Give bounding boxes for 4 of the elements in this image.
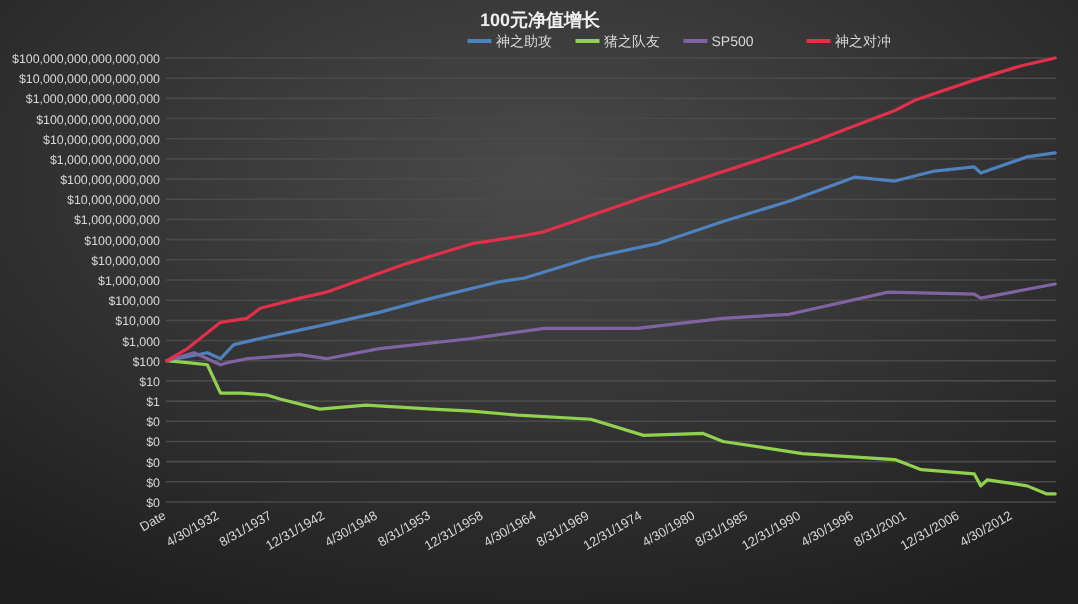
chart-title: 100元净值增长: [479, 10, 602, 30]
line-series: [165, 56, 1057, 363]
line-series: [165, 359, 1057, 496]
line-series: [165, 282, 1057, 367]
